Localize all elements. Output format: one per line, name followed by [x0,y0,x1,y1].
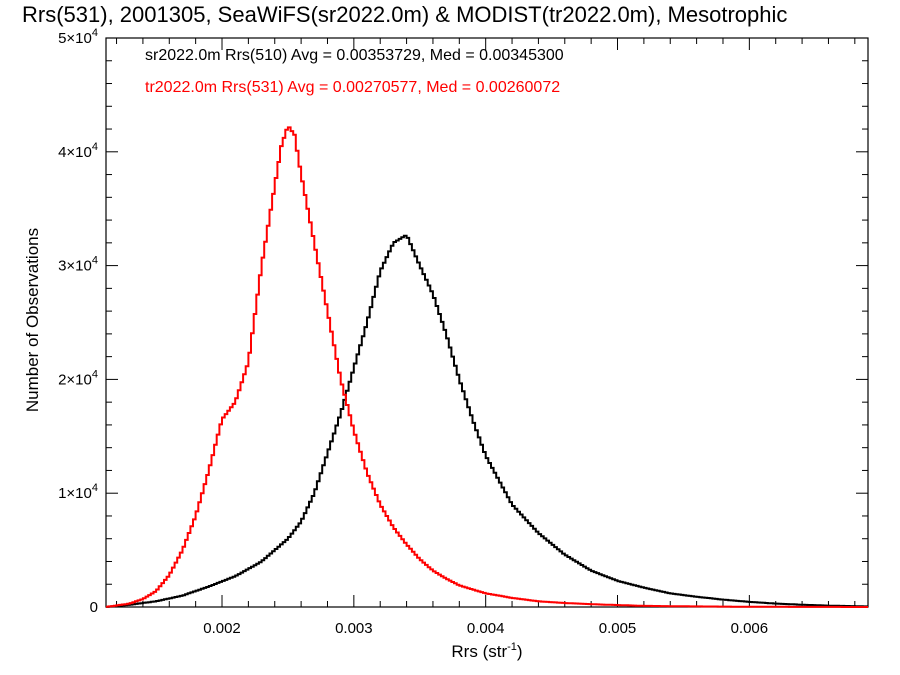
x-axis-label: Rrs (str-1) [451,641,522,661]
y-tick-label: 0 [90,599,98,616]
y-tick-label-base: 1×10 [58,485,92,502]
legend-entry-black: sr2022.0m Rrs(510) Avg = 0.00353729, Med… [145,47,564,64]
y-tick-label-exp: 4 [92,255,98,267]
y-axis-label: Number of Observations [23,228,42,412]
x-tick-label: 0.005 [599,620,637,637]
y-tick-label-base: 4×10 [58,144,92,161]
chart-title: Rrs(531), 2001305, SeaWiFS(sr2022.0m) & … [22,2,787,27]
y-tick-label: 4×104 [58,141,98,161]
y-tick-label-exp: 4 [92,141,98,153]
x-tick-label: 0.002 [203,620,241,637]
y-tick-label-base: 5×10 [58,30,92,47]
y-tick-label-base: 2×10 [58,371,92,388]
y-tick-label: 5×104 [58,27,98,47]
x-axis-label-end: ) [517,642,523,661]
x-axis-label-main: Rrs (str [451,642,507,661]
x-tick-label: 0.006 [731,620,769,637]
x-axis-label-sup: -1 [507,641,517,653]
legend-entry-red: tr2022.0m Rrs(531) Avg = 0.00270577, Med… [145,79,560,96]
y-tick-label-base: 3×10 [58,258,92,275]
y-tick-label: 3×104 [58,255,98,275]
series-layer [106,126,868,608]
series-line-black [106,234,868,608]
y-tick-label: 1×104 [58,482,98,502]
plot-frame [105,37,869,608]
x-axis-ticks: 0.002 0.003 0.004 0.005 0.006 [116,38,856,637]
y-tick-label: 2×104 [58,368,98,388]
y-tick-label-exp: 4 [92,27,98,39]
series-line-red [106,126,868,608]
y-tick-label-exp: 4 [92,482,98,494]
y-tick-label-exp: 4 [92,368,98,380]
x-tick-label: 0.004 [467,620,505,637]
x-tick-label: 0.003 [335,620,373,637]
y-tick-label-base: 0 [90,599,98,616]
